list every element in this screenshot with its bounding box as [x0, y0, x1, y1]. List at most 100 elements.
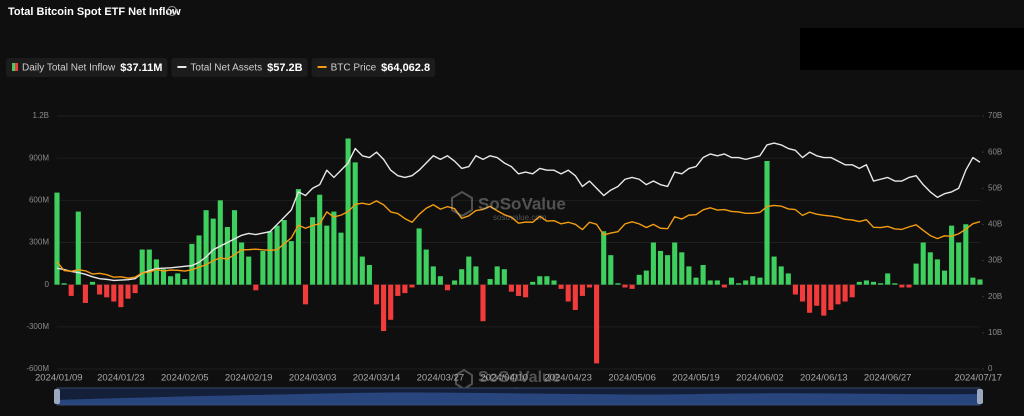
bar: [366, 264, 372, 285]
bar: [274, 225, 280, 285]
x-tick-label: 2024/07/17: [954, 373, 1002, 384]
x-tick-label: 2024/01/23: [97, 373, 145, 384]
bar: [508, 284, 514, 292]
bar: [707, 280, 713, 285]
info-icon[interactable]: [167, 6, 177, 16]
bar: [125, 284, 131, 299]
navigator-handle[interactable]: [54, 389, 60, 404]
x-tick-label: 2024/03/27: [417, 373, 465, 384]
bar: [224, 227, 230, 285]
bar: [175, 273, 181, 285]
bar: [665, 255, 671, 285]
bar: [743, 280, 749, 285]
bar: [473, 266, 479, 285]
x-tick-label: 2024/01/09: [35, 373, 83, 384]
y-tick-label: 300M: [29, 238, 49, 247]
bar: [359, 256, 365, 285]
bar: [132, 284, 138, 294]
bar: [61, 283, 67, 285]
bar: [814, 284, 820, 306]
bar: [551, 280, 557, 285]
legend-item[interactable]: Daily Total Net Inflow $37.11M: [6, 58, 168, 77]
bar: [324, 225, 330, 285]
x-tick-label: 2024/04/23: [544, 373, 592, 384]
bar: [487, 279, 493, 285]
bar: [821, 284, 827, 316]
bar: [537, 276, 543, 285]
bar: [657, 250, 664, 285]
x-tick-label: 2024/06/27: [864, 373, 912, 384]
legend-item[interactable]: Total Net Assets $57.2B: [171, 58, 308, 77]
bar: [586, 284, 593, 288]
bar: [650, 242, 656, 285]
bar: [515, 284, 522, 296]
bar: [629, 284, 635, 289]
bar: [714, 280, 720, 285]
bar: [792, 284, 798, 295]
bar: [231, 210, 238, 285]
x-tick-label: 2024/04/10: [481, 373, 529, 384]
bar: [785, 273, 791, 285]
bar: [253, 284, 259, 291]
bar: [885, 273, 891, 285]
bar: [530, 281, 536, 285]
bar: [643, 270, 649, 285]
bar: [878, 283, 884, 285]
bar: [927, 252, 933, 285]
navigator-handle[interactable]: [977, 389, 983, 404]
bar: [963, 224, 969, 285]
bar: [480, 284, 486, 322]
y2-tick-label: 40B: [988, 220, 1002, 229]
watermark-logo: [455, 368, 473, 391]
bar: [565, 284, 571, 302]
bar: [54, 192, 60, 285]
legend-box: [311, 58, 436, 77]
legend-swatch: [15, 63, 18, 71]
bar: [402, 284, 408, 294]
bar: [849, 284, 855, 298]
legend-value: $37.11M: [120, 62, 162, 74]
panel-block: [800, 28, 1024, 70]
legend-value: $64,062.8: [381, 62, 430, 74]
x-tick-label: 2024/02/19: [225, 373, 273, 384]
bar: [906, 284, 912, 288]
bar: [160, 269, 167, 285]
watermark-text: SoSoValue: [478, 369, 561, 386]
legend-swatch: [12, 63, 15, 71]
y2-tick-label: 0: [988, 364, 993, 373]
y-tick-label: 900M: [29, 153, 49, 162]
bar: [956, 242, 962, 285]
bar: [267, 231, 273, 285]
legend-item[interactable]: BTC Price $64,062.8: [311, 58, 436, 77]
bar: [444, 284, 451, 291]
bar: [494, 266, 500, 285]
bar: [288, 241, 294, 285]
bar: [863, 280, 869, 285]
y-tick-label: 0: [45, 280, 50, 289]
bar: [728, 277, 735, 285]
legend-box: [6, 58, 168, 77]
bar: [466, 256, 472, 285]
y2-tick-label: 10B: [988, 328, 1002, 337]
bar: [388, 284, 394, 320]
watermark-logo: [451, 190, 473, 218]
legend-label: Daily Total Net Inflow: [22, 63, 116, 74]
bar: [899, 284, 905, 288]
bar: [949, 225, 955, 285]
bar: [437, 276, 443, 285]
watermark-url: sosovalue.com: [493, 213, 547, 222]
y2-tick-label: 20B: [988, 292, 1002, 301]
bar: [317, 194, 323, 285]
bar: [579, 284, 585, 296]
navigator[interactable]: [54, 387, 983, 406]
bar: [373, 284, 380, 305]
legend-label: BTC Price: [331, 63, 377, 74]
x-tick-label: 2024/06/02: [736, 373, 784, 384]
bar: [416, 228, 422, 285]
bar: [920, 242, 926, 285]
bar: [828, 284, 834, 310]
y-tick-label: -300M: [26, 322, 49, 331]
bar: [430, 266, 436, 285]
bar: [594, 284, 600, 364]
bar: [941, 270, 948, 285]
